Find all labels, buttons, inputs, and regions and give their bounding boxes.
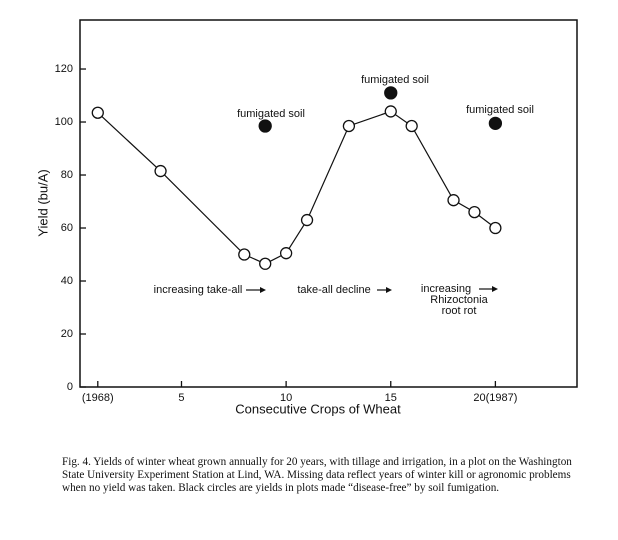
- y-tick-label: 120: [55, 63, 73, 75]
- open-marker: [384, 105, 397, 118]
- plot-frame: [79, 19, 578, 388]
- open-marker: [279, 247, 293, 260]
- y-axis-label: Yield (bu/A): [35, 169, 50, 236]
- y-tick-label: 20: [61, 328, 73, 340]
- open-marker: [300, 213, 314, 227]
- annotation: root rot: [442, 305, 477, 317]
- caption: Fig. 4. Yields of winter wheat grown ann…: [62, 456, 572, 494]
- annotation-arrowhead: [386, 287, 392, 293]
- annotation: fumigated soil: [237, 108, 305, 120]
- annotation: Rhizoctonia: [430, 294, 488, 306]
- x-tick-label: 5: [178, 392, 184, 404]
- x-axis-label: Consecutive Crops of Wheat: [235, 401, 401, 416]
- open-marker: [468, 205, 481, 219]
- y-tick-label: 100: [55, 116, 73, 128]
- annotation: fumigated soil: [466, 104, 534, 116]
- open-marker: [259, 257, 272, 270]
- chart: Yield (bu/A) Consecutive Crops of Wheat …: [35, 19, 578, 416]
- x-tick-label: 10: [280, 392, 292, 404]
- y-tick-label: 80: [61, 169, 73, 181]
- open-marker: [342, 119, 356, 133]
- y-tick-label: 60: [61, 222, 73, 234]
- filled-marker: [258, 119, 272, 133]
- series-line: [97, 110, 496, 265]
- open-marker: [489, 221, 502, 235]
- y-tick-label: 0: [67, 381, 73, 393]
- annotation-arrowhead: [492, 286, 498, 292]
- x-tick-label: 20(1987): [473, 392, 517, 404]
- open-marker: [238, 248, 251, 261]
- open-marker: [154, 164, 167, 178]
- open-marker: [405, 119, 418, 133]
- y-tick-label: 40: [61, 275, 73, 287]
- open-marker: [91, 106, 104, 119]
- annotation: increasing: [421, 283, 471, 295]
- annotation: fumigated soil: [361, 74, 429, 86]
- annotation: increasing take-all: [154, 284, 243, 296]
- filled-marker: [488, 116, 503, 130]
- annotation-arrowhead: [260, 287, 266, 293]
- x-tick-label: (1968): [82, 392, 114, 404]
- annotation: take-all decline: [297, 284, 370, 296]
- filled-marker: [384, 86, 398, 100]
- x-tick-label: 15: [385, 392, 397, 404]
- open-marker: [447, 194, 460, 207]
